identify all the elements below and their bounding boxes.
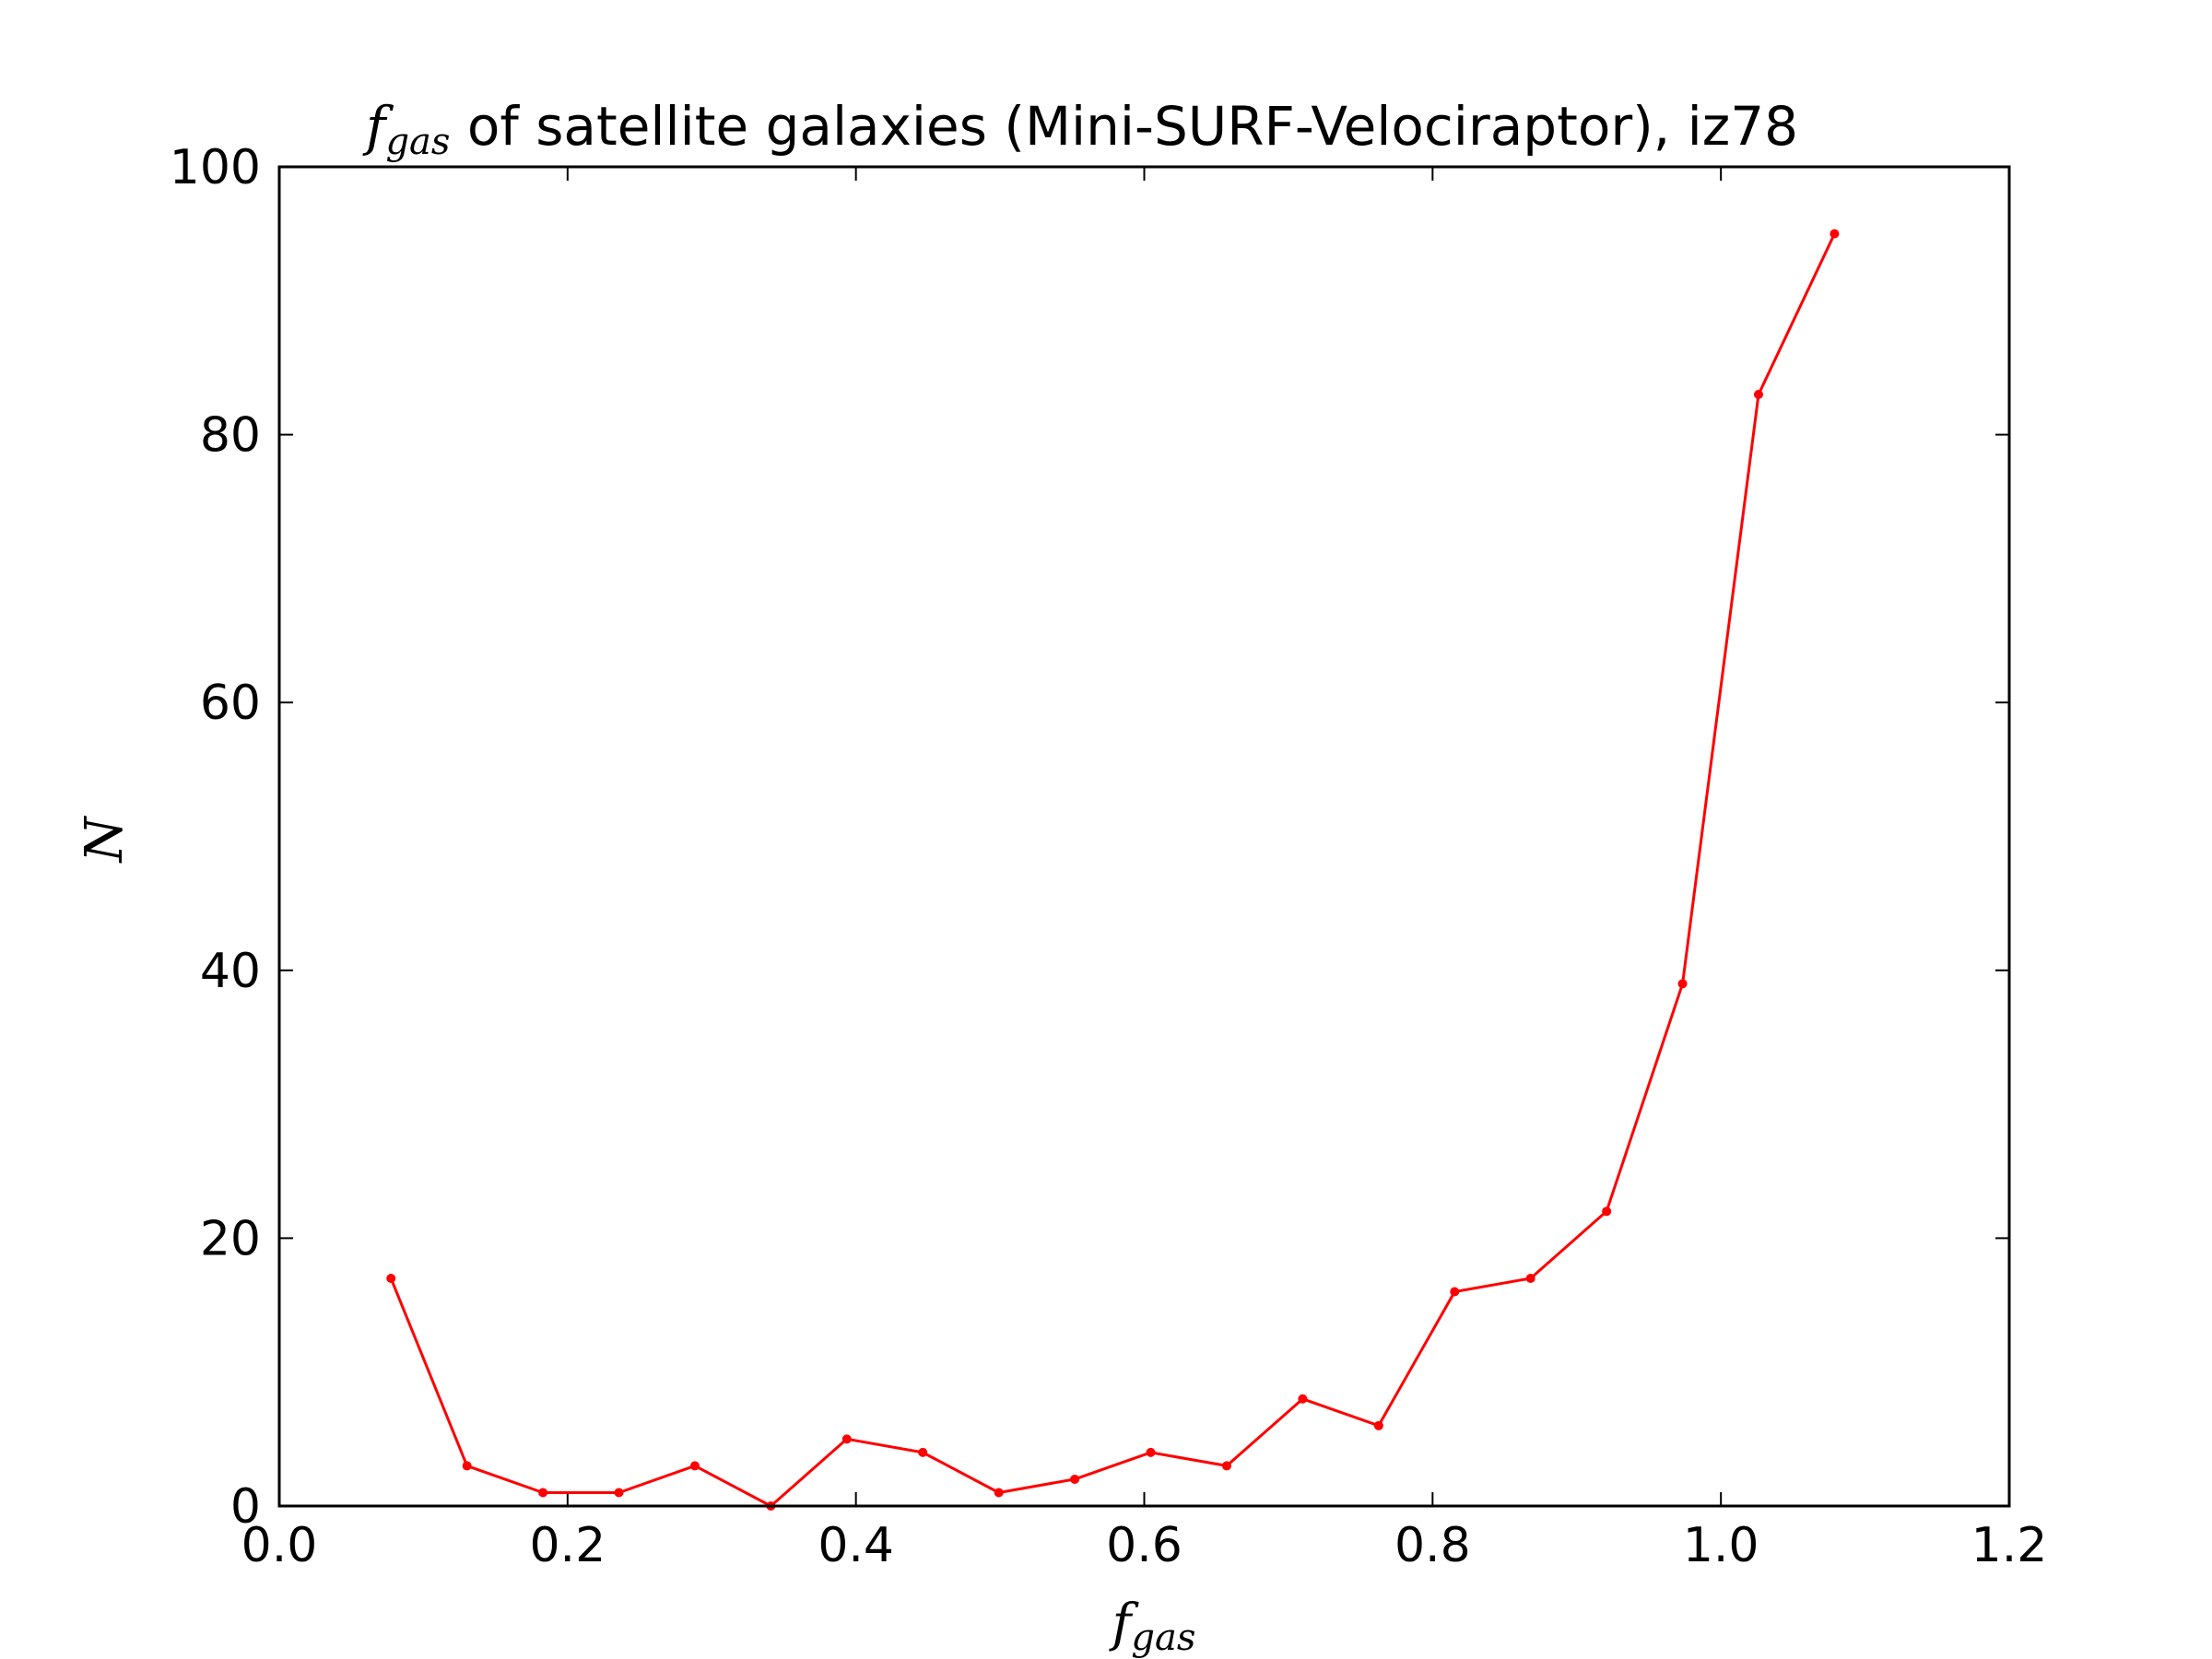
y-tick-label: 80 <box>200 408 261 464</box>
series-line <box>389 233 1836 1508</box>
data-point <box>841 1434 852 1444</box>
data-point <box>1298 1394 1308 1404</box>
data-point <box>1221 1461 1231 1471</box>
data-point <box>386 1273 396 1283</box>
data-point <box>462 1461 472 1471</box>
data-point <box>1677 979 1688 989</box>
data-point <box>1146 1447 1156 1457</box>
x-tick-label: 0.6 <box>1106 1518 1182 1573</box>
x-tick-label: 0.8 <box>1394 1518 1471 1573</box>
y-tick-label: 20 <box>200 1211 261 1266</box>
data-point <box>689 1461 700 1471</box>
data-point <box>1450 1287 1460 1297</box>
axis-tick-labels: 0.0 0.2 0.4 0.6 0.8 1.0 1.2 0 20 40 60 80 100 <box>170 140 2048 1573</box>
data-point <box>538 1488 548 1498</box>
y-tick-label: 40 <box>200 944 261 999</box>
plot-area-frame <box>277 165 2011 1508</box>
data-point <box>1753 390 1763 400</box>
x-tick-label: 0.0 <box>241 1518 318 1573</box>
y-axis-label: N <box>75 816 135 865</box>
x-axis-label: fgas <box>1109 1594 1196 1659</box>
data-point <box>918 1447 928 1457</box>
data-series <box>386 229 1840 1511</box>
x-tick-label: 0.2 <box>529 1518 606 1573</box>
y-tick-label: 100 <box>170 140 261 195</box>
data-point <box>1070 1474 1080 1484</box>
data-point <box>1373 1420 1383 1430</box>
title-symbol-subscript: gas <box>385 121 450 163</box>
data-point <box>994 1488 1004 1498</box>
data-point <box>1525 1273 1535 1283</box>
y-tick-label: 60 <box>200 676 261 731</box>
data-point <box>1602 1206 1612 1217</box>
title-text: of satellite galaxies (Mini-SURF-Velocir… <box>450 95 1798 158</box>
x-tick-label: 1.2 <box>1971 1518 2048 1573</box>
x-label-subscript: gas <box>1131 1617 1195 1659</box>
y-tick-label: 0 <box>230 1479 261 1535</box>
data-point <box>614 1488 624 1498</box>
data-point <box>1830 229 1840 239</box>
chart-title: fgas of satellite galaxies (Mini-SURF-Ve… <box>362 95 1798 163</box>
x-tick-label: 1.0 <box>1683 1518 1759 1573</box>
x-tick-label: 0.4 <box>818 1518 894 1573</box>
axis-ticks <box>278 166 2010 1507</box>
